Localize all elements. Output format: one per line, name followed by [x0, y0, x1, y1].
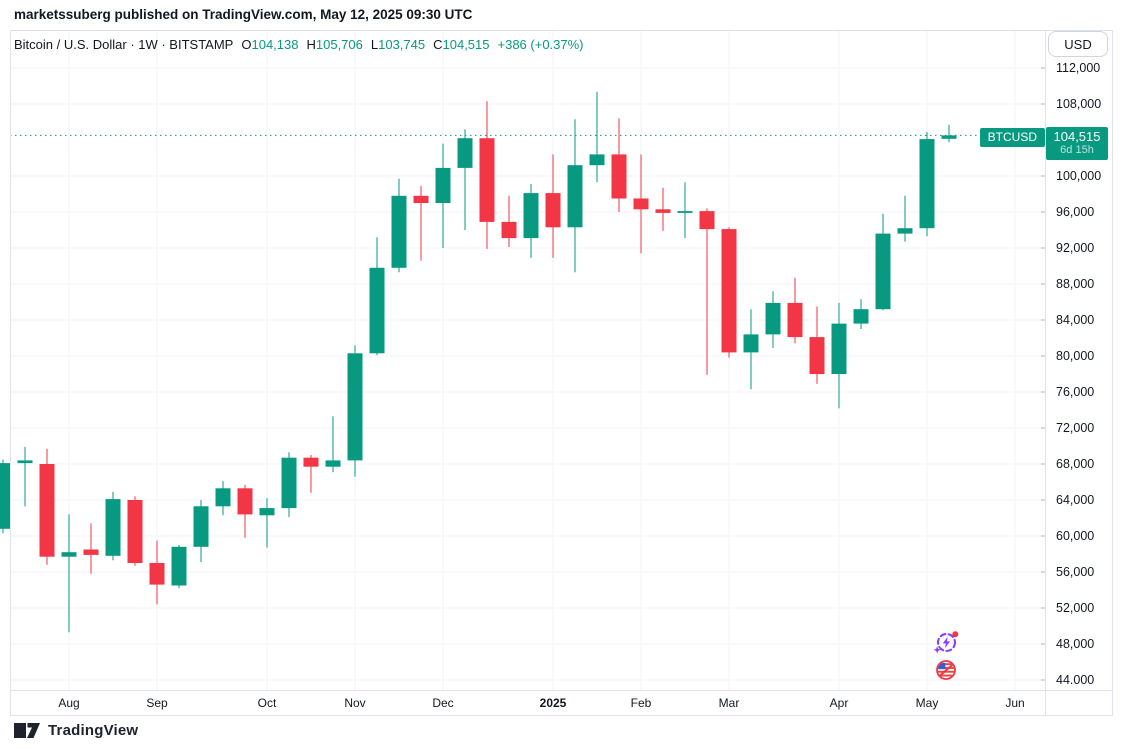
price-tick-label: 76,000: [1056, 385, 1095, 399]
symbol-title: Bitcoin / U.S. Dollar · 1W · BITSTAMP: [14, 37, 234, 52]
price-tick-label: 84,000: [1056, 313, 1095, 327]
price-tick-label: 100,000: [1056, 169, 1102, 183]
price-tick-label: 64,000: [1056, 493, 1095, 507]
ohlc-item: L 103,745: [370, 37, 426, 52]
time-tick-label: Sep: [146, 696, 168, 710]
time-tick-label: Apr: [829, 696, 849, 710]
ohlc-item: O 104,138: [241, 37, 299, 52]
price-tick-label: 48,000: [1056, 637, 1095, 651]
price-tick-label: 80,000: [1056, 349, 1095, 363]
bar-countdown: 6d 15h: [1060, 143, 1094, 156]
time-tick-label: May: [915, 696, 939, 710]
price-tick-label: 68,000: [1056, 457, 1095, 471]
price-tick-label: 52,000: [1056, 601, 1095, 615]
price-tick-label: 60,000: [1056, 529, 1095, 543]
tradingview-logo[interactable]: [14, 722, 41, 739]
current-price-value: 104,515: [1053, 128, 1101, 144]
time-tick-label: Aug: [58, 696, 80, 710]
time-tick-label: 2025: [539, 696, 567, 710]
ai-spark-icon[interactable]: [933, 630, 960, 656]
price-tick-label: 44.000: [1056, 673, 1095, 687]
time-tick-label: Oct: [257, 696, 277, 710]
symbol-price-flag: BTCUSD: [979, 128, 1045, 148]
ohlc-item: C 104,515: [433, 37, 490, 52]
time-tick-label: Dec: [432, 696, 454, 710]
ohlc-item: H 105,706: [306, 37, 363, 52]
chart-event-icons: [931, 630, 961, 681]
price-tick-label: 112,000: [1056, 61, 1101, 75]
brand-text: TradingView: [48, 722, 139, 739]
time-tick-label: Nov: [344, 696, 366, 710]
price-tick-label: 72,000: [1056, 421, 1095, 435]
price-tick-label: 108,000: [1056, 97, 1102, 111]
price-tick-label: 96,000: [1056, 205, 1095, 219]
time-tick-label: Jun: [1005, 696, 1025, 710]
us-flag-event-icon[interactable]: [935, 659, 957, 681]
time-tick-label: Mar: [718, 696, 740, 710]
time-tick-label: Feb: [630, 696, 652, 710]
candles: [0, 91, 957, 633]
attribution-text: marketssuberg published on TradingView.c…: [14, 7, 473, 22]
price-tick-label: 56,000: [1056, 565, 1095, 579]
currency-button[interactable]: USD: [1048, 31, 1108, 57]
footer: TradingView: [14, 722, 138, 739]
current-price-badge: 104,515 6d 15h: [1046, 126, 1108, 160]
price-tick-label: 88,000: [1056, 277, 1095, 291]
ohlc-values: O 104,138 H 105,706 L 103,745 C 104,515: [241, 37, 489, 52]
price-tick-label: 92,000: [1056, 241, 1095, 255]
change-value: +386 (+0.37%): [497, 37, 584, 52]
